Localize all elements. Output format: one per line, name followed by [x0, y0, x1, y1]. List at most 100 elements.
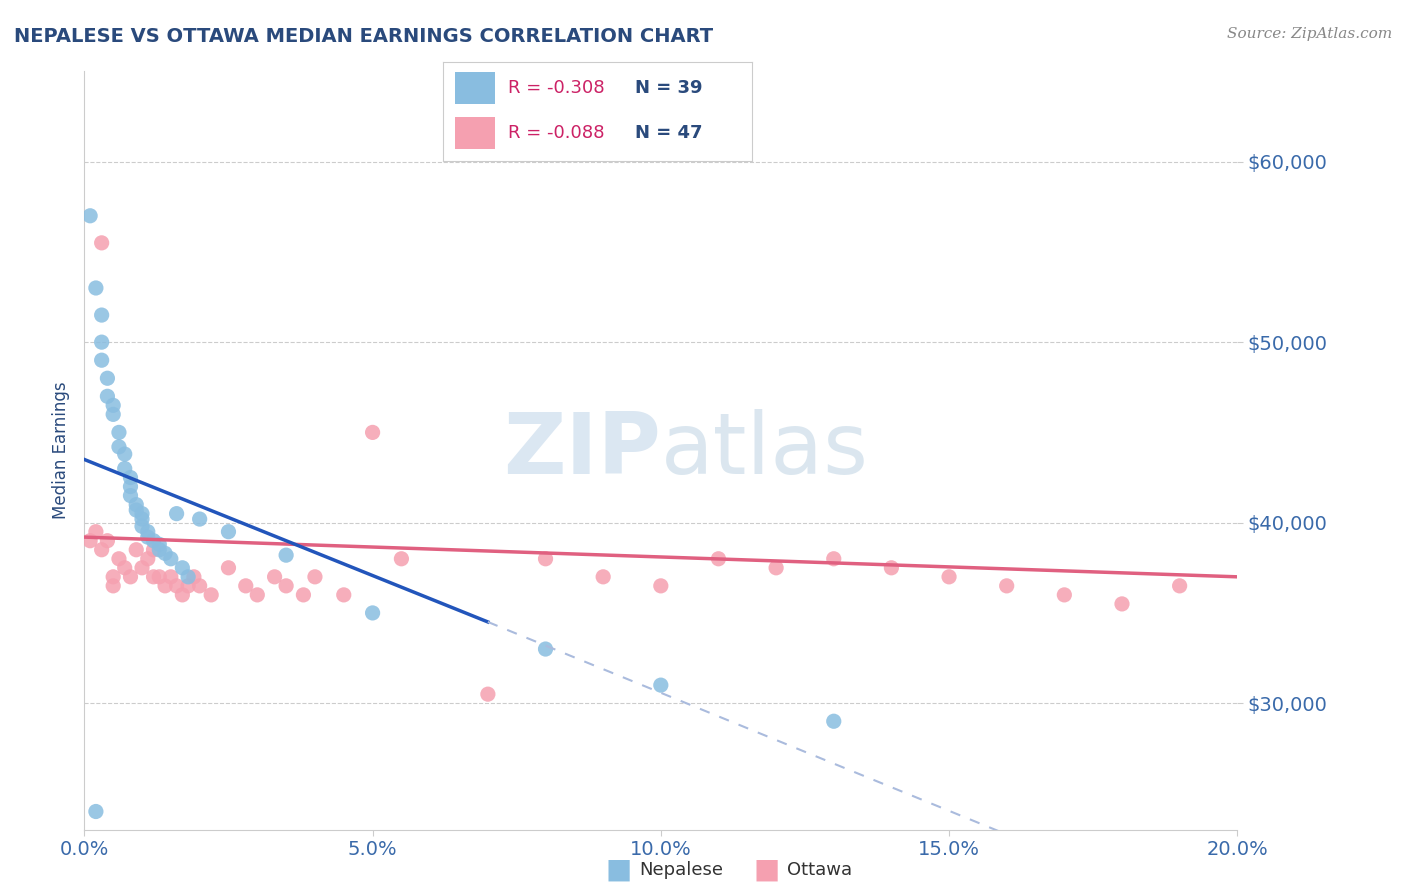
Text: ■: ■ [754, 855, 779, 884]
Point [938, 570, 960, 584]
Point [218, 561, 240, 575]
Point [592, 570, 614, 584]
Point [79, 533, 101, 548]
Point [125, 503, 148, 517]
Point [148, 570, 170, 584]
Point [114, 561, 136, 575]
Point [263, 570, 285, 584]
Point [108, 551, 131, 566]
Text: R = -0.088: R = -0.088 [508, 124, 605, 142]
Point [534, 551, 557, 566]
Point [108, 425, 131, 440]
Point [995, 579, 1018, 593]
Point [477, 687, 499, 701]
Y-axis label: Median Earnings: Median Earnings [52, 382, 70, 519]
Point [103, 570, 124, 584]
Point [1053, 588, 1076, 602]
Point [90, 335, 112, 350]
Point [142, 570, 165, 584]
Point [276, 548, 298, 562]
Point [188, 512, 211, 526]
Point [823, 551, 845, 566]
Point [131, 561, 153, 575]
Point [142, 542, 165, 557]
Point [90, 353, 112, 368]
Text: N = 39: N = 39 [634, 79, 702, 97]
Point [188, 579, 211, 593]
Point [218, 524, 240, 539]
Point [172, 588, 194, 602]
Point [96, 533, 118, 548]
Point [172, 561, 194, 575]
Point [333, 588, 356, 602]
Point [142, 533, 165, 548]
Point [90, 542, 112, 557]
Point [153, 579, 176, 593]
Point [292, 588, 315, 602]
Text: NEPALESE VS OTTAWA MEDIAN EARNINGS CORRELATION CHART: NEPALESE VS OTTAWA MEDIAN EARNINGS CORRE… [14, 27, 713, 45]
Text: ■: ■ [606, 855, 631, 884]
Point [136, 524, 159, 539]
Point [534, 642, 557, 657]
Point [79, 209, 101, 223]
Point [235, 579, 257, 593]
Point [103, 408, 124, 422]
Point [103, 579, 124, 593]
Point [177, 579, 200, 593]
Point [304, 570, 326, 584]
Point [125, 542, 148, 557]
Point [1111, 597, 1133, 611]
Point [160, 551, 183, 566]
Point [84, 524, 107, 539]
Point [108, 440, 131, 454]
Text: Ottawa: Ottawa [787, 861, 852, 879]
Point [96, 389, 118, 403]
Point [765, 561, 787, 575]
Point [114, 447, 136, 461]
Point [120, 570, 142, 584]
Text: Nepalese: Nepalese [640, 861, 724, 879]
FancyBboxPatch shape [456, 72, 495, 103]
Text: N = 47: N = 47 [634, 124, 702, 142]
Point [148, 542, 170, 557]
Point [1168, 579, 1191, 593]
Point [136, 530, 159, 544]
Point [650, 579, 672, 593]
Text: R = -0.308: R = -0.308 [508, 79, 605, 97]
Point [880, 561, 903, 575]
Point [707, 551, 730, 566]
Text: ZIP: ZIP [503, 409, 661, 492]
Point [177, 570, 200, 584]
Point [276, 579, 298, 593]
Point [246, 588, 269, 602]
Text: Source: ZipAtlas.com: Source: ZipAtlas.com [1226, 27, 1392, 41]
Point [153, 546, 176, 560]
Point [114, 461, 136, 475]
Point [131, 512, 153, 526]
Point [90, 235, 112, 250]
FancyBboxPatch shape [456, 118, 495, 149]
Point [148, 537, 170, 551]
Point [120, 479, 142, 493]
Point [361, 425, 384, 440]
Point [136, 551, 159, 566]
Point [84, 805, 107, 819]
Point [166, 579, 188, 593]
Point [823, 714, 845, 729]
Point [90, 308, 112, 322]
Point [125, 498, 148, 512]
Point [166, 507, 188, 521]
Point [96, 371, 118, 385]
Point [131, 519, 153, 533]
Point [183, 570, 205, 584]
Text: atlas: atlas [661, 409, 869, 492]
Point [120, 470, 142, 484]
Point [391, 551, 413, 566]
Point [84, 281, 107, 295]
Point [650, 678, 672, 692]
Point [131, 507, 153, 521]
Point [200, 588, 222, 602]
Point [120, 489, 142, 503]
Point [160, 570, 183, 584]
Point [361, 606, 384, 620]
